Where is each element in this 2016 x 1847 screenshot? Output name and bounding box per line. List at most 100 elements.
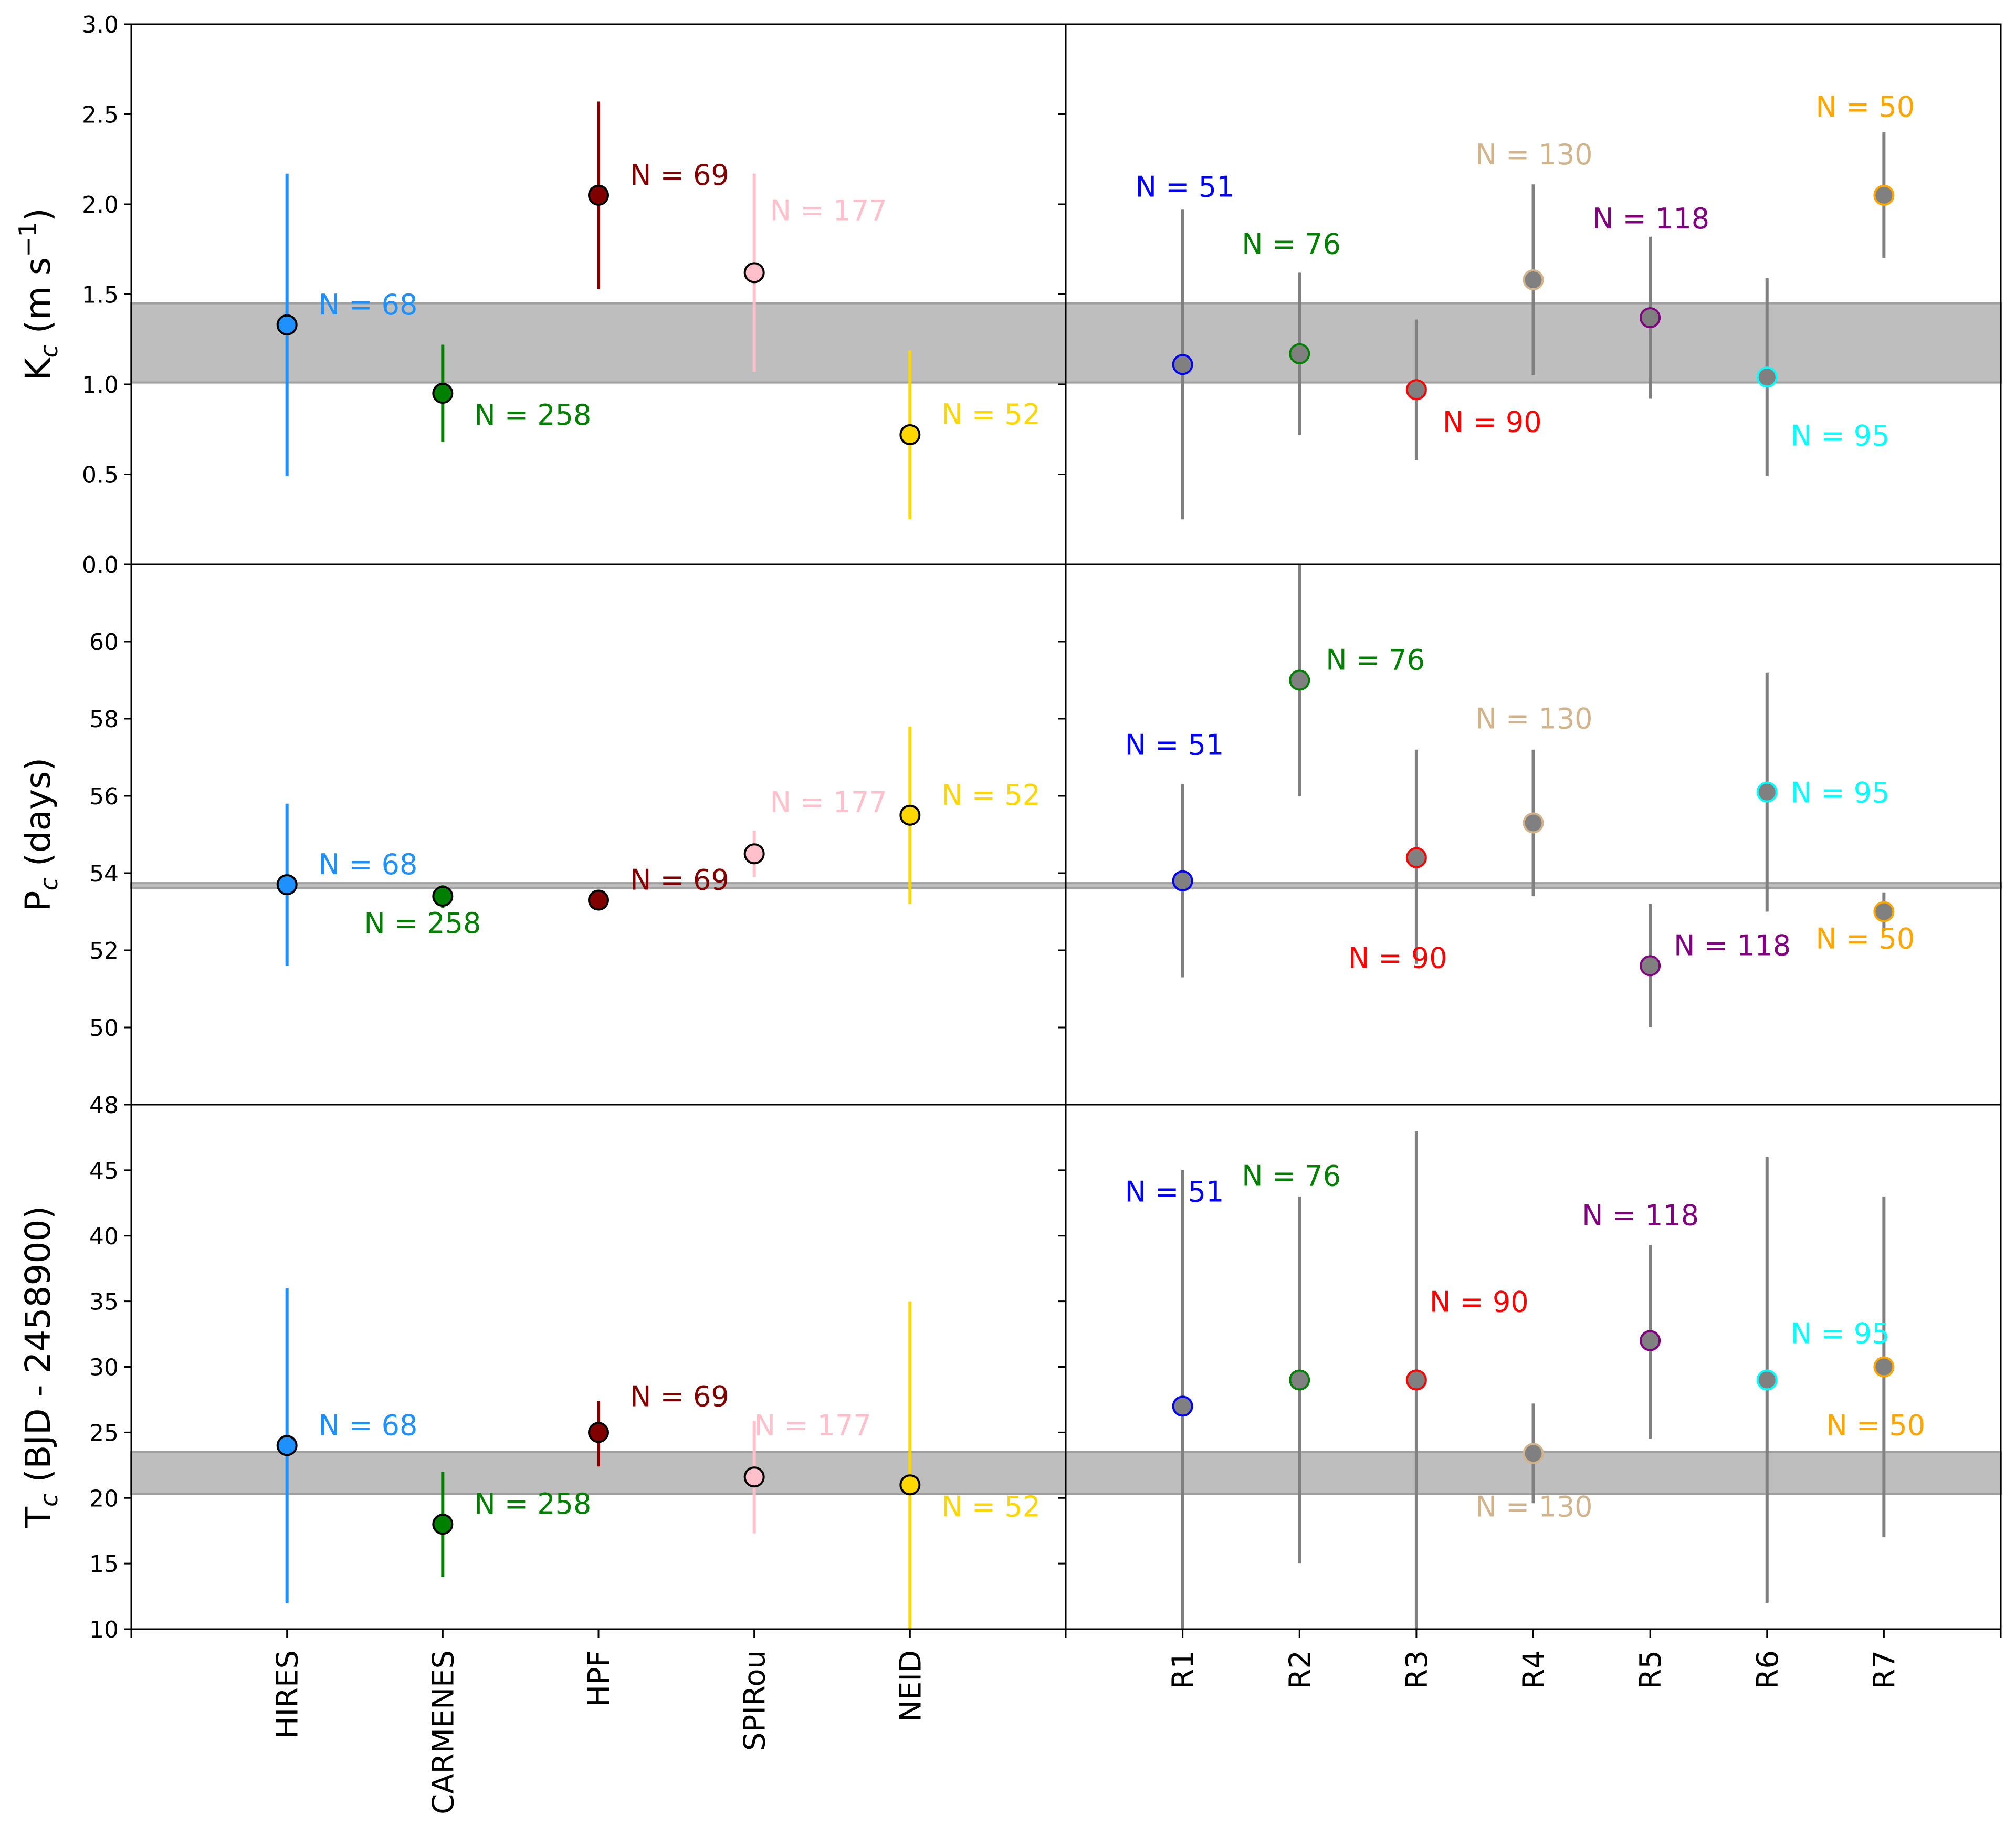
- frames-layer: [130, 23, 2002, 1630]
- y-title-main: P: [18, 890, 58, 911]
- ticks-layer: 0.0 0.5 1.0 1.5 2.0 2.5 3.0 48 50 52 54 56 58 60 10 15 2…: [82, 12, 2002, 1643]
- x-label-r3: R3: [1400, 1650, 1434, 1689]
- y-axis-title-row-1: Kc (m s−1): [14, 208, 63, 381]
- point-r1-row-2: [1172, 870, 1193, 891]
- n-label-r5-row-1: N = 118: [1592, 202, 1709, 235]
- x-label-r7: R7: [1867, 1650, 1902, 1689]
- ytick-label: 50: [89, 1015, 119, 1042]
- n-label-carmenes-row-3: N = 258: [474, 1487, 591, 1520]
- x-label-carmenes: CARMENES: [426, 1650, 460, 1814]
- y-title-main: T: [18, 1506, 58, 1528]
- n-label-neid-row-2: N = 52: [941, 779, 1041, 812]
- point-hpf-row-1: [588, 184, 609, 206]
- point-r3-row-1: [1405, 379, 1427, 401]
- y-title-main: K: [18, 357, 58, 381]
- point-neid-row-2: [899, 804, 921, 826]
- n-label-hires-row-3: N = 68: [319, 1409, 418, 1442]
- n-label-r1-row-3: N = 51: [1125, 1175, 1224, 1208]
- x-tick-labels: HIRES CARMENES HPF SPIRou NEID R1 R2 R3 R4 R5 R6 R7: [271, 1650, 1902, 1814]
- n-label-carmenes-row-1: N = 258: [474, 398, 591, 432]
- n-label-spirou-row-3: N = 177: [754, 1409, 872, 1442]
- n-label-hires-row-2: N = 68: [319, 848, 418, 881]
- n-label-r3-row-2: N = 90: [1348, 942, 1447, 975]
- point-r6-row-2: [1756, 781, 1778, 803]
- point-r4-row-1: [1522, 269, 1544, 291]
- point-r7-row-2: [1873, 901, 1895, 922]
- ytick-label: 48: [89, 1092, 119, 1119]
- x-label-neid: NEID: [894, 1650, 928, 1722]
- n-label-hpf-row-1: N = 69: [630, 159, 729, 192]
- y-title-rest: (BJD - 2458900): [18, 1206, 58, 1494]
- n-label-r1-row-1: N = 51: [1136, 170, 1235, 203]
- point-r7-row-3: [1873, 1356, 1895, 1378]
- n-labels-layer: N = 68 N = 258 N = 69 N = 177 N = 52 N = 51 N …: [319, 90, 1925, 1523]
- x-label-spirou: SPIRou: [738, 1650, 772, 1751]
- point-r7-row-1: [1873, 184, 1895, 206]
- y-title-sub: c: [35, 877, 63, 890]
- x-label-r1: R1: [1167, 1650, 1201, 1689]
- point-neid-row-3: [899, 1474, 921, 1496]
- y-title-close: ): [18, 208, 58, 222]
- point-r3-row-2: [1405, 847, 1427, 868]
- frame-left-row-2: [130, 563, 1067, 1106]
- n-label-r5-row-3: N = 118: [1582, 1199, 1699, 1232]
- ytick-label: 10: [89, 1617, 119, 1643]
- point-spirou-row-2: [743, 843, 765, 865]
- x-label-r4: R4: [1517, 1650, 1551, 1689]
- ytick-label: 54: [89, 860, 119, 887]
- y-axis-title-row-3: Tc (BJD - 2458900): [18, 1206, 63, 1528]
- ytick-label: 1.0: [82, 372, 119, 398]
- ytick-label: 56: [89, 783, 119, 810]
- y-title-sub: c: [35, 344, 63, 358]
- ytick-label: 40: [89, 1223, 119, 1250]
- point-spirou-row-3: [743, 1466, 765, 1488]
- n-label-r3-row-1: N = 90: [1443, 405, 1542, 438]
- point-r2-row-3: [1289, 1369, 1310, 1391]
- n-label-neid-row-3: N = 52: [941, 1490, 1041, 1523]
- y-title-sup: −1: [14, 222, 42, 257]
- point-r3-row-3: [1405, 1369, 1427, 1391]
- point-r6-row-1: [1756, 366, 1778, 388]
- frame-left-row-3: [130, 1104, 1067, 1630]
- point-neid-row-1: [899, 424, 921, 446]
- n-label-carmenes-row-2: N = 258: [364, 907, 481, 940]
- ytick-label: 1.5: [82, 282, 119, 309]
- ytick-label: 0.5: [82, 462, 119, 489]
- point-r6-row-3: [1756, 1369, 1778, 1391]
- n-label-r2-row-3: N = 76: [1242, 1159, 1341, 1192]
- point-hires-row-3: [276, 1435, 298, 1456]
- n-label-spirou-row-2: N = 177: [770, 785, 887, 818]
- point-r4-row-2: [1522, 812, 1544, 834]
- n-label-r6-row-2: N = 95: [1791, 776, 1890, 810]
- ytick-label: 20: [89, 1485, 119, 1512]
- n-label-r6-row-3: N = 95: [1791, 1317, 1890, 1350]
- point-hpf-row-3: [588, 1422, 609, 1443]
- point-r1-row-3: [1172, 1395, 1193, 1417]
- point-hpf-row-2: [588, 889, 609, 911]
- n-label-r7-row-3: N = 50: [1826, 1409, 1925, 1442]
- n-label-r4-row-3: N = 130: [1476, 1490, 1593, 1523]
- x-label-hires: HIRES: [271, 1650, 305, 1738]
- point-carmenes-row-3: [432, 1514, 454, 1535]
- ytick-label: 2.0: [82, 192, 119, 218]
- ytick-label: 30: [89, 1355, 119, 1381]
- y-axis-title-row-2: Pc (days): [18, 758, 63, 911]
- point-r1-row-1: [1172, 354, 1193, 375]
- point-r2-row-2: [1289, 669, 1310, 691]
- n-label-hpf-row-2: N = 69: [630, 863, 729, 896]
- n-label-r6-row-1: N = 95: [1791, 419, 1890, 452]
- n-label-r2-row-2: N = 76: [1326, 644, 1425, 677]
- y-title-sub: c: [35, 1494, 63, 1507]
- x-label-r6: R6: [1751, 1650, 1785, 1689]
- point-spirou-row-1: [743, 262, 765, 284]
- point-r4-row-3: [1522, 1443, 1544, 1464]
- x-label-r5: R5: [1634, 1650, 1668, 1689]
- ytick-label: 60: [89, 629, 119, 656]
- x-label-r2: R2: [1283, 1650, 1317, 1689]
- point-r5-row-2: [1640, 955, 1661, 977]
- n-label-hpf-row-3: N = 69: [630, 1380, 729, 1413]
- n-label-hires-row-1: N = 68: [319, 288, 418, 321]
- point-r2-row-1: [1289, 343, 1310, 364]
- n-label-r5-row-2: N = 118: [1674, 929, 1791, 962]
